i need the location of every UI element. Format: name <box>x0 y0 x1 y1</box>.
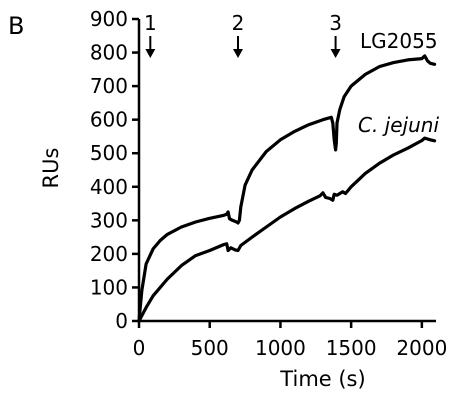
y-tick-label: 700 <box>90 74 128 98</box>
y-tick-label: 0 <box>115 309 128 333</box>
x-tick-label: 500 <box>191 336 229 360</box>
series-line-lg2055 <box>137 54 437 323</box>
injection-label-3: 3 <box>329 11 342 35</box>
series-line-c-jejuni <box>137 136 437 323</box>
x-tick-label: 0 <box>133 336 146 360</box>
injection-arrow-head <box>145 49 156 58</box>
y-axis-title: RUs <box>39 148 63 189</box>
injection-label-2: 2 <box>232 11 245 35</box>
injection-label-1: 1 <box>144 11 157 35</box>
y-tick-label: 100 <box>90 275 128 299</box>
y-tick-label: 200 <box>90 242 128 266</box>
series-label-c-jejuni: C. jejuni <box>358 113 439 137</box>
annotations: 1 2 3 <box>144 11 342 58</box>
x-axis-title: Time (s) <box>279 367 365 391</box>
panel-label: B <box>8 12 24 40</box>
y-tick-label: 600 <box>90 108 128 132</box>
series-lines <box>137 54 437 323</box>
y-tick-label: 300 <box>90 208 128 232</box>
x-tick-label: 1000 <box>255 336 306 360</box>
x-tick-label: 2000 <box>396 336 447 360</box>
y-tick-label: 900 <box>90 7 128 31</box>
y-tick-label: 500 <box>90 141 128 165</box>
injection-arrow-head <box>330 49 341 58</box>
y-tick-label: 400 <box>90 175 128 199</box>
x-tick-label: 1500 <box>326 336 377 360</box>
series-label-lg2055: LG2055 <box>360 29 438 53</box>
axes: 0 100 200 300 400 500 600 700 800 900 0 500 1000 1500… <box>90 7 447 360</box>
injection-arrow-head <box>233 49 243 58</box>
y-tick-label: 800 <box>90 41 128 65</box>
